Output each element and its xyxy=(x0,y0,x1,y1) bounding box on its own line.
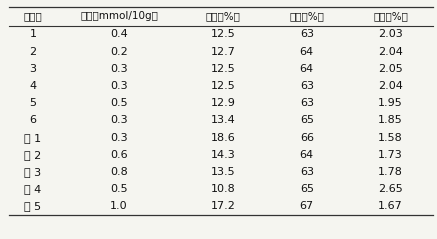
Text: 0.3: 0.3 xyxy=(110,64,128,74)
Text: 63: 63 xyxy=(300,81,314,91)
Text: 63: 63 xyxy=(300,98,314,108)
Text: 0.6: 0.6 xyxy=(110,150,128,160)
Text: 对 4: 对 4 xyxy=(24,184,42,194)
Text: 63: 63 xyxy=(300,167,314,177)
Text: 2.65: 2.65 xyxy=(378,184,403,194)
Text: 0.3: 0.3 xyxy=(110,133,128,143)
Text: 1.85: 1.85 xyxy=(378,115,403,125)
Text: 水份（%）: 水份（%） xyxy=(289,11,324,22)
Text: 对 2: 对 2 xyxy=(24,150,42,160)
Text: 1: 1 xyxy=(30,29,37,39)
Text: 64: 64 xyxy=(300,150,314,160)
Text: 13.5: 13.5 xyxy=(211,167,235,177)
Text: 1.73: 1.73 xyxy=(378,150,403,160)
Text: 实施例: 实施例 xyxy=(24,11,42,22)
Text: 2.04: 2.04 xyxy=(378,47,403,57)
Text: 17.2: 17.2 xyxy=(211,201,236,212)
Text: 63: 63 xyxy=(300,29,314,39)
Text: 对 5: 对 5 xyxy=(24,201,42,212)
Text: 64: 64 xyxy=(300,47,314,57)
Text: 65: 65 xyxy=(300,184,314,194)
Text: 64: 64 xyxy=(300,64,314,74)
Text: 1.95: 1.95 xyxy=(378,98,403,108)
Text: 0.5: 0.5 xyxy=(110,184,128,194)
Text: 0.3: 0.3 xyxy=(110,115,128,125)
Text: 10.8: 10.8 xyxy=(211,184,235,194)
Text: 14.3: 14.3 xyxy=(211,150,235,160)
Text: 12.7: 12.7 xyxy=(211,47,236,57)
Text: 12.9: 12.9 xyxy=(211,98,236,108)
Text: 酸度（mmol/10g）: 酸度（mmol/10g） xyxy=(80,11,158,22)
Text: 糖份（%）: 糖份（%） xyxy=(373,11,408,22)
Text: 1.67: 1.67 xyxy=(378,201,403,212)
Text: 1.58: 1.58 xyxy=(378,133,403,143)
Text: 6: 6 xyxy=(30,115,37,125)
Text: 淠粉（%）: 淠粉（%） xyxy=(205,11,240,22)
Text: 0.4: 0.4 xyxy=(110,29,128,39)
Text: 对 1: 对 1 xyxy=(24,133,42,143)
Text: 5: 5 xyxy=(30,98,37,108)
Text: 3: 3 xyxy=(30,64,37,74)
Text: 18.6: 18.6 xyxy=(211,133,235,143)
Text: 66: 66 xyxy=(300,133,314,143)
Text: 4: 4 xyxy=(29,81,37,91)
Text: 2.03: 2.03 xyxy=(378,29,403,39)
Text: 2: 2 xyxy=(29,47,37,57)
Text: 12.5: 12.5 xyxy=(211,29,235,39)
Text: 12.5: 12.5 xyxy=(211,64,235,74)
Text: 0.3: 0.3 xyxy=(110,81,128,91)
Text: 0.8: 0.8 xyxy=(110,167,128,177)
Text: 1.78: 1.78 xyxy=(378,167,403,177)
Text: 0.2: 0.2 xyxy=(110,47,128,57)
Text: 12.5: 12.5 xyxy=(211,81,235,91)
Text: 对 3: 对 3 xyxy=(24,167,42,177)
Text: 2.04: 2.04 xyxy=(378,81,403,91)
Text: 65: 65 xyxy=(300,115,314,125)
Text: 1.0: 1.0 xyxy=(110,201,128,212)
Text: 13.4: 13.4 xyxy=(211,115,235,125)
Text: 2.05: 2.05 xyxy=(378,64,403,74)
Text: 67: 67 xyxy=(300,201,314,212)
Text: 0.5: 0.5 xyxy=(110,98,128,108)
